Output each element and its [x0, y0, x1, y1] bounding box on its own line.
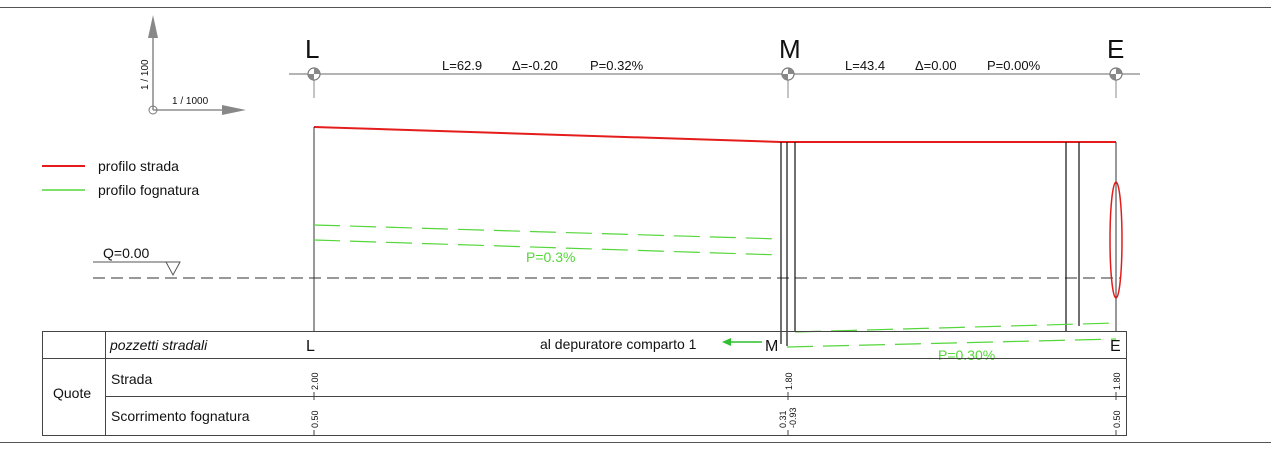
- sewer-value-l: 0.50: [310, 410, 320, 428]
- highlight-ellipse: [1109, 181, 1123, 299]
- node-label-e: E: [1107, 34, 1124, 64]
- road-value-m: 1.80: [784, 372, 794, 390]
- scale-indicator: 1 / 100 1 / 1000: [140, 15, 246, 115]
- manhole-e: [1065, 142, 1080, 331]
- elevation-table: [42, 331, 1127, 436]
- node-marker-e: [1109, 67, 1123, 98]
- vertical-scale-label: 1 / 100: [140, 59, 151, 90]
- table-node-e: E: [1110, 338, 1121, 355]
- table-row-road-label: Strada: [111, 371, 152, 387]
- node-label-l: L: [305, 34, 319, 64]
- manhole-m: [780, 142, 796, 346]
- segment-2-delta: Δ=0.00: [915, 58, 957, 73]
- segment-2-slope: P=0.00%: [987, 58, 1041, 73]
- segment-1-slope: P=0.32%: [590, 58, 644, 73]
- sewer-profile-2-bottom: [786, 338, 1117, 348]
- segment-1-length: L=62.9: [442, 58, 482, 73]
- sewer-profile-1-top: [313, 224, 782, 240]
- sewer-profile-1-bottom: [313, 239, 782, 256]
- sewer-value-m-outlet: -0.93: [788, 407, 798, 428]
- outflow-arrow: [722, 338, 762, 346]
- node-label-m: M: [779, 34, 801, 64]
- legend-sewer-label: profilo fognatura: [98, 182, 199, 198]
- road-value-e: 1.80: [1112, 372, 1122, 390]
- datum-label: Q=0.00: [103, 245, 150, 261]
- outflow-label: al depuratore comparto 1: [540, 336, 697, 352]
- horizontal-scale-label: 1 / 1000: [172, 96, 209, 107]
- node-marker-m: [781, 67, 795, 98]
- sewer-profile-2-top: [794, 322, 1117, 333]
- table-node-m: M: [765, 338, 778, 355]
- datum-marker: Q=0.00: [93, 245, 181, 277]
- legend-road-label: profilo strada: [98, 158, 179, 174]
- table-row-manholes-label: pozzetti stradali: [109, 337, 208, 353]
- table-ticks: [313, 392, 1117, 436]
- sewer-value-e: 0.50: [1112, 410, 1122, 428]
- sewer-slope-2-label: P=0.30%: [938, 347, 995, 363]
- table-row-sewer-label: Scorrimento fognatura: [111, 408, 250, 424]
- sewer-value-m: 0.31: [778, 410, 788, 428]
- road-profile: [313, 126, 1116, 143]
- segment-1-delta: Δ=-0.20: [512, 58, 558, 73]
- table-node-l: L: [306, 338, 315, 355]
- sewer-slope-1-label: P=0.3%: [526, 249, 575, 265]
- legend: profilo strada profilo fognatura: [42, 158, 199, 198]
- segment-2-length: L=43.4: [845, 58, 885, 73]
- road-value-l: 2.00: [310, 372, 320, 390]
- node-marker-l: [307, 67, 321, 98]
- table-group-label: Quote: [53, 385, 91, 401]
